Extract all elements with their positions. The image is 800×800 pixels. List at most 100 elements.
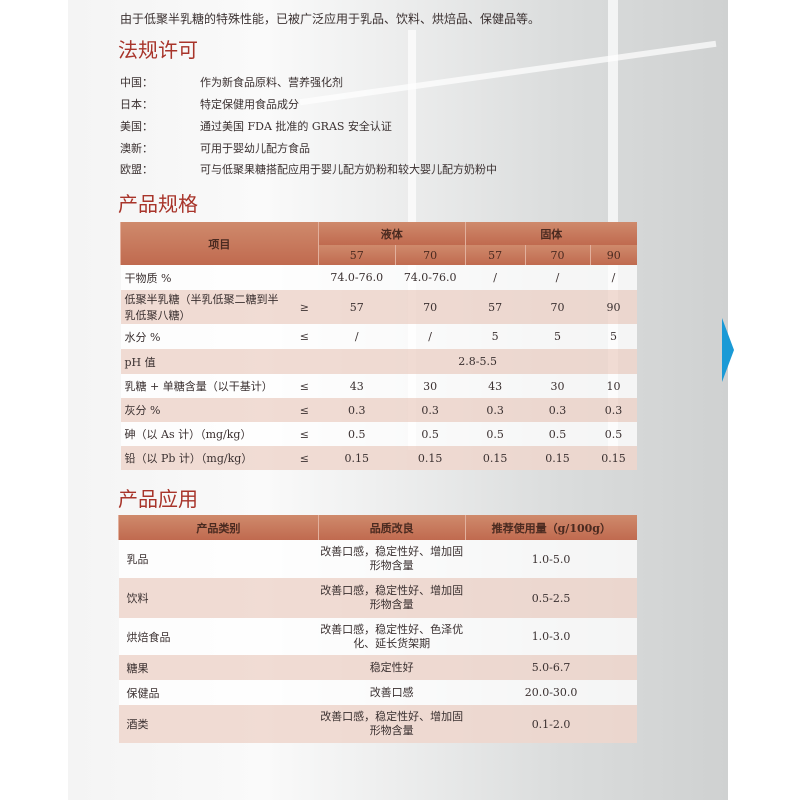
category: 糖果 [118,655,319,680]
row-value: 0.15 [465,446,526,470]
region-text: 通过美国 FDA 批准的 GRAS 安全认证 [200,120,392,133]
header-dose: 推荐使用量（g/100g） [464,515,637,540]
region-label: 中国： [120,76,153,89]
table-row: 低聚半乳糖（半乳低聚二糖到半乳低聚八糖） ≥57 70 57 70 90 [120,290,637,324]
category: 乳品 [118,540,319,578]
row-merged-value: 2.8-5.5 [318,349,637,374]
region-label: 澳新： [120,142,153,155]
row-operator [290,265,319,290]
row-value: 70 [525,290,590,324]
region-text: 可与低聚果糖搭配应用于婴儿配方奶粉和较大婴儿配方奶粉中 [200,163,497,176]
benefit: 改善口感 [318,680,466,705]
row-value: 0.5 [590,422,637,446]
row-value: 0.5 [525,422,590,446]
row-value: 5 [590,324,637,349]
header-grade: 70 [524,245,590,265]
header-item: 项目 [120,222,319,265]
row-value: 43 [318,374,396,398]
row-value: 30 [395,374,466,398]
row-value: 0.3 [465,398,526,422]
row-value: / [465,265,526,290]
region-text: 特定保健用食品成分 [200,98,299,111]
row-value: 57 [465,290,526,324]
row-name: 灰分 % [120,398,291,422]
benefit: 稳定性好 [318,655,466,680]
table-row: 乳糖 + 单糖含量（以干基计） ≤43 30 43 30 10 [120,374,637,398]
table-row: 糖果 稳定性好 5.0-6.7 [118,655,637,680]
row-value: 0.5 [318,422,396,446]
benefit: 改善口感，稳定性好、色泽优化、延长货架期 [318,618,466,655]
row-value: 30 [525,374,590,398]
row-value: 0.3 [395,398,466,422]
benefit: 改善口感，稳定性好、增加固形物含量 [318,540,466,578]
row-value: 5 [525,324,590,349]
row-name: 干物质 % [120,265,291,290]
table-row: 乳品 改善口感，稳定性好、增加固形物含量 1.0-5.0 [118,540,637,578]
row-name: 铅（以 Pb 计）（mg/kg） [120,446,291,470]
dose: 5.0-6.7 [465,655,637,680]
intro-text: 由于低聚半乳糖的特殊性能，已被广泛应用于乳品、饮料、烘焙品、保健品等。 [120,12,541,26]
benefit: 改善口感，稳定性好、增加固形物含量 [318,705,466,743]
row-value: 0.15 [318,446,396,470]
table-row: 铅（以 Pb 计）（mg/kg） ≤0.15 0.15 0.15 0.15 0.15 [120,446,637,470]
table-row: 酒类 改善口感，稳定性好、增加固形物含量 0.1-2.0 [118,705,637,743]
row-value: 5 [465,324,526,349]
row-operator [290,349,319,374]
table-row: 饮料 改善口感，稳定性好、增加固形物含量 0.5-2.5 [118,578,637,618]
background-beam [299,40,717,106]
row-value: / [525,265,590,290]
row-name: 砷（以 As 计）（mg/kg） [120,422,291,446]
row-operator: ≥ [290,290,319,324]
table-row: 水分 % ≤ //5 5 5 [120,324,637,349]
table-row: 保健品 改善口感 20.0-30.0 [118,680,637,705]
row-value: 0.15 [525,446,590,470]
regulatory-item: 美国： 通过美国 FDA 批准的 GRAS 安全认证 [120,118,392,134]
row-value: 0.3 [590,398,637,422]
category: 保健品 [118,680,319,705]
row-operator: ≤ [290,324,319,349]
header-grade: 57 [464,245,526,265]
row-operator: ≤ [290,398,319,422]
header-grade: 90 [589,245,637,265]
row-value: 74.0-76.0 [318,265,396,290]
category: 酒类 [118,705,319,743]
row-value: 70 [395,290,466,324]
table-row: 砷（以 As 计）（mg/kg） ≤0.5 0.5 0.5 0.5 0.5 [120,422,637,446]
table-row: 干物质 % 74.0-76.0 74.0-76.0// / [120,265,637,290]
header-solid: 固体 [464,222,637,245]
region-text: 可用于婴幼儿配方食品 [200,142,310,155]
applications-table: 产品类别 品质改良 推荐使用量（g/100g） 乳品 改善口感，稳定性好、增加固形… [118,515,637,743]
row-operator: ≤ [290,446,319,470]
table-row: 灰分 % ≤0.3 0.3 0.3 0.3 0.3 [120,398,637,422]
edge-marker [722,318,734,382]
dose: 1.0-3.0 [465,618,637,655]
table-row: 烘焙食品 改善口感，稳定性好、色泽优化、延长货架期 1.0-3.0 [118,618,637,655]
applications-title: 产品应用 [118,487,198,511]
regulatory-item: 欧盟： 可与低聚果糖搭配应用于婴儿配方奶粉和较大婴儿配方奶粉中 [120,161,497,177]
benefit: 改善口感，稳定性好、增加固形物含量 [318,578,466,618]
specs-title: 产品规格 [118,192,198,216]
row-value: 0.5 [465,422,526,446]
row-value: 0.3 [525,398,590,422]
category: 烘焙食品 [118,618,319,655]
region-label: 美国： [120,120,153,133]
dose: 0.5-2.5 [465,578,637,618]
row-name: 乳糖 + 单糖含量（以干基计） [120,374,291,398]
region-label: 欧盟： [120,163,153,176]
row-value: 43 [465,374,526,398]
row-value: 74.0-76.0 [395,265,466,290]
region-label: 日本： [120,98,153,111]
category: 饮料 [118,578,319,618]
regulatory-item: 澳新： 可用于婴幼儿配方食品 [120,140,310,156]
row-value: 90 [590,290,637,324]
row-value: 0.3 [318,398,396,422]
row-name: 低聚半乳糖（半乳低聚二糖到半乳低聚八糖） [120,290,291,324]
row-name: 水分 % [120,324,291,349]
header-liquid: 液体 [317,222,466,245]
dose: 1.0-5.0 [465,540,637,578]
row-value: 57 [318,290,396,324]
table-row: pH 值 2.8-5.5 [120,349,637,374]
row-value: 0.5 [395,422,466,446]
regulatory-item: 中国： 作为新食品原料、营养强化剂 [120,74,343,90]
dose: 20.0-30.0 [465,680,637,705]
